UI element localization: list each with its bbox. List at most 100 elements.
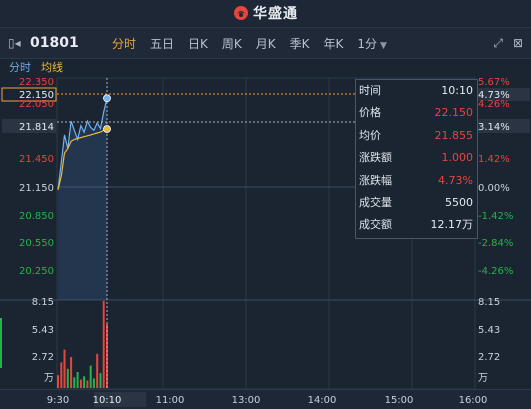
info-value: 22.150 [434,106,474,120]
percent-tick-label: 4.26% [478,99,510,110]
info-row-time: 时间 10:10 [356,80,477,102]
crosshair-info-panel: 时间 10:10 价格 22.150 均价 21.855 涨跌额 1.000 涨跌幅 4.… [355,79,478,239]
info-row-change-pct: 涨跌幅 4.73% [356,170,477,192]
volume-tick-label: 2.72 [478,352,500,363]
volume-tick-label: 5.43 [478,325,500,336]
info-value: 12.17万 [430,218,474,232]
volume-bar [57,375,59,388]
app-logo: 华盛通 [233,3,298,23]
price-tick-label: 21.814 [19,122,54,133]
info-key: 价格 [359,106,381,120]
time-tick-label: 9:30 [47,395,69,406]
tab-five-day[interactable]: 五日 [150,36,175,51]
volume-bar [79,379,82,388]
chart-toolbar: ▯◂ 01801 分时 五日 日K 周K 月K 季K 年K 1分 ▼ ⤢ ⊠ [0,27,531,59]
tab-yearly-k[interactable]: 年K [323,36,344,51]
info-row-price: 价格 22.150 [356,102,477,124]
tab-quarterly-k[interactable]: 季K [289,36,310,51]
info-value: 10:10 [441,84,473,97]
price-line [57,98,108,190]
tab-one-minute[interactable]: 1分 ▼ [357,35,387,52]
percent-tick-label: -4.26% [478,266,513,277]
volume-bar [70,357,73,388]
percent-avg-box [476,119,530,133]
tab-one-minute-label: 1分 [357,36,378,51]
info-key: 涨跌幅 [359,173,392,187]
volume-bar [96,353,99,388]
volume-tick-label: 8.15 [32,297,54,308]
fullscreen-icon[interactable]: ⤢ [493,35,503,50]
time-highlight-box [94,392,146,407]
volume-tick-label: 8.15 [478,297,500,308]
price-tick-label: 20.250 [19,266,54,277]
price-tick-label: 20.850 [19,211,54,222]
price-tick-label: 22.350 [19,77,54,88]
percent-tick-label: 5.67% [478,77,510,88]
volume-bar [60,362,63,388]
percent-tick-label: 1.42% [478,154,510,165]
indicator-bar: 分时 均线 [0,58,531,75]
tab-daily-k[interactable]: 日K [188,36,208,51]
subtab-moving-average[interactable]: 均线 [41,60,63,74]
info-value: 5500 [445,195,473,209]
volume-bar [76,372,79,388]
info-row-turnover: 成交额 12.17万 [356,214,477,236]
price-highlight-box [1,87,57,102]
volume-bar [92,378,95,388]
sidebar-toggle-icon[interactable]: ▯◂ [8,36,21,50]
app-brand-name: 华盛通 [253,6,298,22]
subtab-intraday[interactable]: 分时 [9,60,31,74]
tab-intraday[interactable]: 分时 [112,36,137,51]
percent-tick-label: -1.42% [478,211,513,222]
percent-highlight-box [476,88,530,101]
tab-weekly-k[interactable]: 周K [221,36,242,51]
average-line [57,128,108,190]
info-value: 1.000 [441,151,474,165]
volume-bar [102,301,105,388]
volume-bar [66,368,69,388]
volume-bar [86,380,89,388]
time-tick-label: 16:00 [459,395,488,406]
info-value: 4.73% [438,173,473,187]
tab-monthly-k[interactable]: 月K [255,36,276,51]
toolbar-right-icons: ⤢ ⊠ [493,36,523,51]
info-key: 成交额 [359,218,392,232]
info-key: 均价 [359,128,381,142]
info-key: 涨跌额 [359,151,392,165]
price-tick-label: 20.550 [19,238,54,249]
volume-bar [83,376,86,388]
average-cursor-dot [103,125,111,133]
price-tick-label: 21.450 [19,154,54,165]
volume-tick-label: 2.72 [32,352,54,363]
time-tick-label: 13:00 [232,395,261,406]
volume-tick-label: 5.43 [32,325,54,336]
volume-bar [99,373,102,388]
volume-bar [63,349,66,388]
time-tick-label: 11:00 [156,395,185,406]
price-tick-label: 22.050 [19,99,54,110]
stock-code: 01801 [30,35,79,51]
info-key: 时间 [359,84,381,97]
time-axis: 9:30 10:10 11:00 13:00 14:00 15:00 16:00 [0,389,531,409]
volume-unit-label: 万 [44,373,54,384]
percent-tick-label: -2.84% [478,238,513,249]
price-tick-label: 22.150 [19,90,54,101]
info-value: 21.855 [434,128,474,142]
time-tick-label: 15:00 [385,395,414,406]
volume-unit-label: 万 [478,373,488,384]
price-tick-label: 21.150 [19,183,54,194]
percent-tick-label: 3.14% [478,122,510,133]
close-panel-icon[interactable]: ⊠ [512,35,523,50]
logo-icon [234,6,248,20]
avg-highlight-box [2,119,56,133]
info-row-volume: 成交量 5500 [356,192,477,214]
top-title-bar: 华盛通 [0,0,531,26]
info-row-average: 均价 21.855 [356,125,477,147]
volume-bar [73,377,76,388]
percent-tick-label: 4.73% [478,90,510,101]
volume-bar [89,365,92,388]
chevron-down-icon: ▼ [380,40,387,51]
volume-side-marker [0,318,2,368]
info-key: 成交量 [359,195,392,209]
